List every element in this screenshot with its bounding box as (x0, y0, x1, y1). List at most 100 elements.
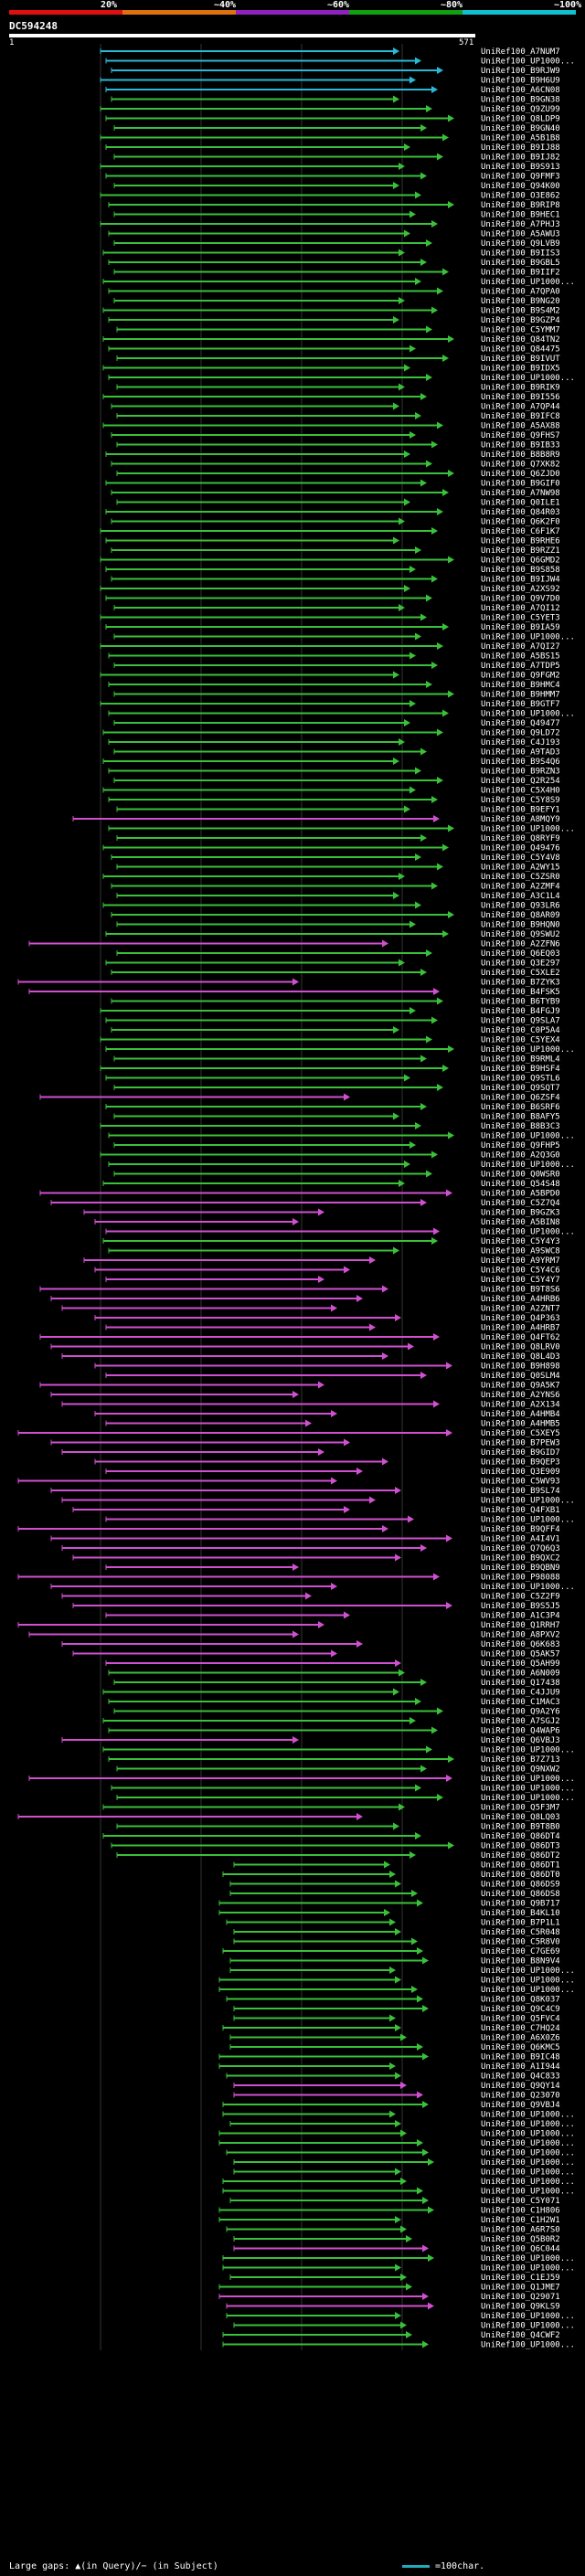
hit-label[interactable]: UniRef100_A1C3P4 (481, 1612, 560, 1621)
hit-label[interactable]: UniRef100_A7QPA0 (481, 288, 560, 297)
hit-label[interactable]: UniRef100_B9RJW9 (481, 67, 560, 76)
hit-label[interactable]: UniRef100_Q4WAP6 (481, 1727, 560, 1736)
hit-label[interactable]: UniRef100_A5AX88 (481, 422, 560, 431)
hit-label[interactable]: UniRef100_Q9ZU99 (481, 105, 560, 114)
hit-label[interactable]: UniRef100_C7HQ24 (481, 2024, 560, 2033)
hit-label[interactable]: UniRef100_C1EJ59 (481, 2274, 560, 2283)
hit-label[interactable]: UniRef100_UP1000... (481, 1132, 575, 1141)
hit-label[interactable]: UniRef100_C5Y4Y3 (481, 1237, 560, 1246)
hit-label[interactable]: UniRef100_UP1000... (481, 1516, 575, 1525)
hit-label[interactable]: UniRef100_A7NW98 (481, 489, 560, 498)
hit-label[interactable]: UniRef100_P98088 (481, 1574, 560, 1583)
hit-label[interactable]: UniRef100_Q6KMC5 (481, 2043, 560, 2052)
hit-label[interactable]: UniRef100_B9SL74 (481, 1487, 560, 1496)
hit-label[interactable]: UniRef100_C5XEY5 (481, 1429, 560, 1438)
hit-label[interactable]: UniRef100_B4FGJ9 (481, 1007, 560, 1016)
hit-label[interactable]: UniRef100_Q9LVB9 (481, 239, 560, 249)
hit-label[interactable]: UniRef100_A4HRB7 (481, 1324, 560, 1333)
hit-label[interactable]: UniRef100_B9GTF7 (481, 700, 560, 709)
hit-label[interactable]: UniRef100_UP1000... (481, 58, 575, 67)
hit-label[interactable]: UniRef100_B9IB33 (481, 441, 560, 451)
hit-label[interactable]: UniRef100_Q9LD72 (481, 729, 560, 738)
hit-label[interactable]: UniRef100_UP1000... (481, 2158, 575, 2168)
hit-label[interactable]: UniRef100_B9RHE6 (481, 537, 560, 546)
hit-label[interactable]: UniRef100_A5B1B8 (481, 134, 560, 143)
hit-label[interactable]: UniRef100_A6N009 (481, 1670, 560, 1679)
hit-label[interactable]: UniRef100_A7NUM7 (481, 48, 560, 57)
hit-label[interactable]: UniRef100_Q4C833 (481, 2072, 560, 2082)
hit-label[interactable]: UniRef100_Q94K00 (481, 182, 560, 191)
hit-label[interactable]: UniRef100_Q4P363 (481, 1314, 560, 1323)
hit-label[interactable]: UniRef100_Q86DT3 (481, 1842, 560, 1851)
hit-label[interactable]: UniRef100_UP1000... (481, 1228, 575, 1237)
hit-label[interactable]: UniRef100_B9RZN3 (481, 768, 560, 777)
hit-label[interactable]: UniRef100_B8AFY5 (481, 1113, 560, 1122)
hit-label[interactable]: UniRef100_UP1000... (481, 2111, 575, 2120)
hit-label[interactable]: UniRef100_Q9FHP5 (481, 1141, 560, 1150)
hit-label[interactable]: UniRef100_B9S913 (481, 163, 560, 172)
hit-label[interactable]: UniRef100_Q54S48 (481, 1180, 560, 1189)
hit-label[interactable]: UniRef100_B9S5J5 (481, 1602, 560, 1611)
hit-label[interactable]: UniRef100_Q8RYF9 (481, 834, 560, 843)
hit-label[interactable]: UniRef100_Q7Q6Q3 (481, 1544, 560, 1553)
hit-label[interactable]: UniRef100_C5X4H0 (481, 787, 560, 796)
hit-label[interactable]: UniRef100_A8MQY9 (481, 815, 560, 824)
hit-label[interactable]: UniRef100_B8B8R9 (481, 451, 560, 460)
hit-label[interactable]: UniRef100_A2Q3G0 (481, 1151, 560, 1161)
hit-label[interactable]: UniRef100_UP1000... (481, 2120, 575, 2129)
hit-label[interactable]: UniRef100_Q4CWF2 (481, 2331, 560, 2340)
hit-label[interactable]: UniRef100_UP1000... (481, 1986, 575, 1995)
hit-label[interactable]: UniRef100_UP1000... (481, 1966, 575, 1976)
hit-label[interactable]: UniRef100_UP1000... (481, 278, 575, 287)
hit-label[interactable]: UniRef100_A5BIN8 (481, 1218, 560, 1227)
hit-label[interactable]: UniRef100_B9HSF4 (481, 1065, 560, 1074)
hit-label[interactable]: UniRef100_C5YMM7 (481, 326, 560, 335)
hit-label[interactable]: UniRef100_Q6VBJ3 (481, 1736, 560, 1745)
hit-label[interactable]: UniRef100_A8PXV2 (481, 1631, 560, 1640)
hit-label[interactable]: UniRef100_B9T8S6 (481, 1286, 560, 1295)
hit-label[interactable]: UniRef100_UP1000... (481, 1161, 575, 1170)
hit-label[interactable]: UniRef100_A5BPD0 (481, 1190, 560, 1199)
hit-label[interactable]: UniRef100_A9YRM7 (481, 1256, 560, 1266)
hit-label[interactable]: UniRef100_A3C1L4 (481, 892, 560, 901)
hit-label[interactable]: UniRef100_Q9FHS7 (481, 431, 560, 440)
hit-label[interactable]: UniRef100_Q86DT1 (481, 1861, 560, 1871)
hit-label[interactable]: UniRef100_Q9SWU2 (481, 930, 560, 939)
hit-label[interactable]: UniRef100_B9GN38 (481, 96, 560, 105)
hit-label[interactable]: UniRef100_UP1000... (481, 2312, 575, 2321)
hit-label[interactable]: UniRef100_B9IA59 (481, 623, 560, 632)
hit-label[interactable]: UniRef100_UP1000... (481, 2188, 575, 2197)
hit-label[interactable]: UniRef100_C0P5A4 (481, 1026, 560, 1035)
hit-label[interactable]: UniRef100_B8B3C3 (481, 1122, 560, 1131)
hit-label[interactable]: UniRef100_UP1000... (481, 2168, 575, 2178)
hit-label[interactable]: UniRef100_B9GZK3 (481, 1209, 560, 1218)
hit-label[interactable]: UniRef100_B9IIS3 (481, 249, 560, 259)
hit-label[interactable]: UniRef100_UP1000... (481, 710, 575, 719)
hit-label[interactable]: UniRef100_Q9NXW2 (481, 1765, 560, 1775)
hit-label[interactable]: UniRef100_Q93LR6 (481, 902, 560, 911)
hit-label[interactable]: UniRef100_C4J193 (481, 738, 560, 747)
hit-label[interactable]: UniRef100_B9H6U9 (481, 77, 560, 86)
hit-label[interactable]: UniRef100_C4JJU9 (481, 1689, 560, 1698)
hit-label[interactable]: UniRef100_B8N9V4 (481, 1957, 560, 1966)
hit-label[interactable]: UniRef100_B6TYB9 (481, 998, 560, 1007)
hit-label[interactable]: UniRef100_Q9B717 (481, 1900, 560, 1909)
hit-label[interactable]: UniRef100_Q6ZJD0 (481, 470, 560, 479)
hit-label[interactable]: UniRef100_Q9FGM2 (481, 672, 560, 681)
hit-label[interactable]: UniRef100_Q9V7D0 (481, 595, 560, 604)
hit-label[interactable]: UniRef100_A7QP44 (481, 403, 560, 412)
hit-label[interactable]: UniRef100_UP1000... (481, 1785, 575, 1794)
hit-label[interactable]: UniRef100_B9RML4 (481, 1055, 560, 1065)
hit-label[interactable]: UniRef100_A9SWC8 (481, 1247, 560, 1256)
hit-label[interactable]: UniRef100_B9GID7 (481, 1448, 560, 1458)
hit-label[interactable]: UniRef100_Q5AH99 (481, 1659, 560, 1669)
hit-label[interactable]: UniRef100_A2WY15 (481, 864, 560, 873)
hit-label[interactable]: UniRef100_UP1000... (481, 2322, 575, 2331)
hit-label[interactable]: UniRef100_B9GZP4 (481, 316, 560, 325)
hit-label[interactable]: UniRef100_Q8AR09 (481, 911, 560, 920)
hit-label[interactable]: UniRef100_Q84475 (481, 345, 560, 355)
hit-label[interactable]: UniRef100_Q0SLM4 (481, 1372, 560, 1381)
hit-label[interactable]: UniRef100_Q6EQ03 (481, 949, 560, 959)
hit-label[interactable]: UniRef100_B9IC48 (481, 2053, 560, 2062)
hit-label[interactable]: UniRef100_Q86DS8 (481, 1890, 560, 1899)
